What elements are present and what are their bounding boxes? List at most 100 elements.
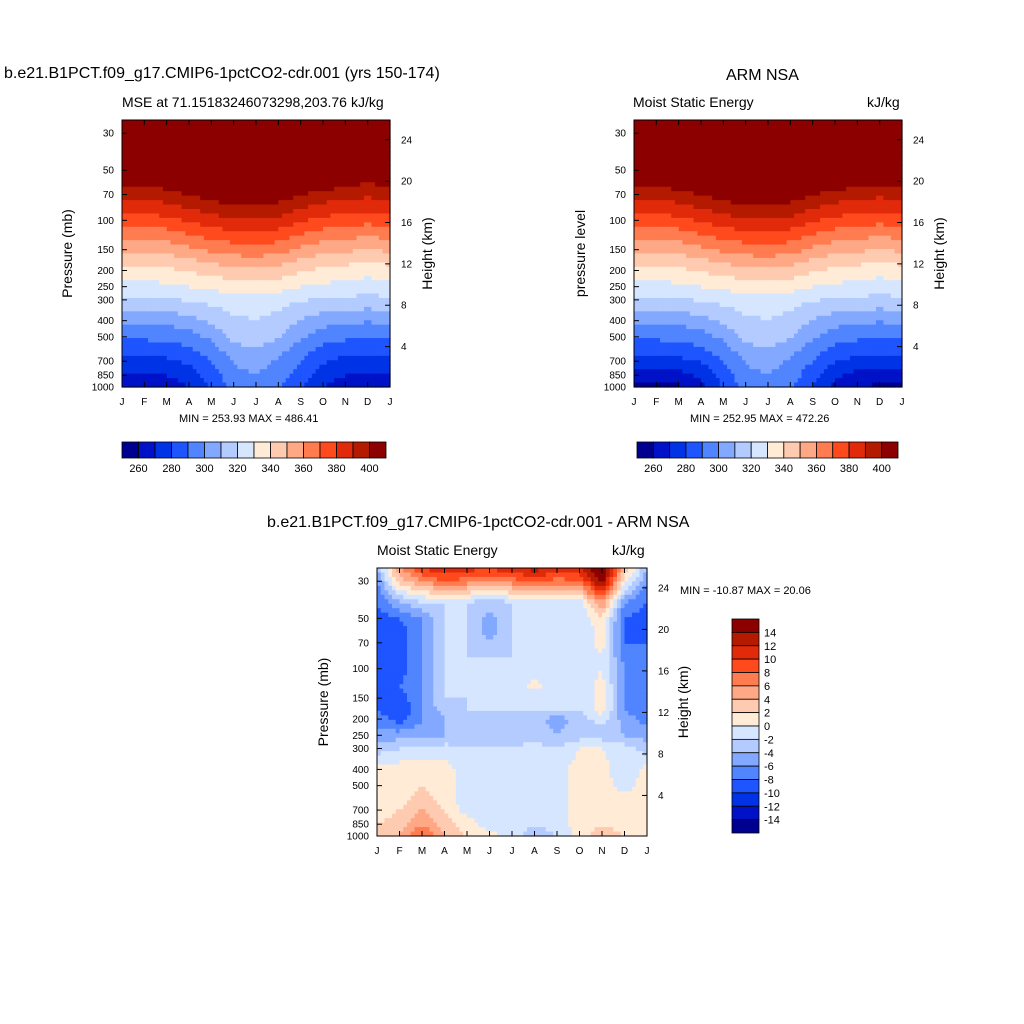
- panel1-cell: [136, 160, 142, 166]
- panel1-cell: [304, 320, 309, 326]
- panel1-cell: [151, 333, 157, 339]
- panel1-cell: [203, 155, 209, 161]
- panel1-cell: [345, 338, 350, 344]
- panel1-cell: [259, 302, 265, 308]
- panel1-cell: [200, 351, 205, 357]
- panel1-cell: [177, 217, 183, 223]
- panel1-cell: [170, 146, 175, 152]
- panel2-cell: [820, 128, 825, 134]
- panel1-cell: [237, 289, 242, 295]
- panel1-cell: [148, 173, 153, 179]
- panel1-cell: [278, 137, 283, 143]
- panel1-cell: [352, 284, 358, 290]
- panel1-cell: [360, 137, 365, 143]
- panel1-cell: [293, 324, 298, 330]
- panel1-cell: [386, 151, 391, 157]
- panel1-cell: [382, 226, 387, 232]
- panel1-cell: [192, 133, 198, 139]
- panel1-cell: [337, 333, 343, 339]
- panel2-cell: [689, 142, 695, 148]
- panel1-cell: [159, 271, 164, 277]
- panel1-cell: [352, 213, 358, 219]
- panel1-cell: [334, 222, 339, 228]
- panel1-cell: [215, 128, 220, 134]
- panel2-cell: [864, 142, 870, 148]
- panel1-cell: [319, 191, 324, 197]
- panel1-cell: [375, 253, 380, 259]
- panel1-cell: [196, 346, 201, 352]
- panel1-cell: [386, 266, 391, 272]
- panel2-cell: [835, 146, 840, 152]
- panel1-cell: [218, 182, 224, 188]
- panel1-cell: [159, 249, 164, 255]
- panel1-cell: [360, 204, 365, 210]
- panel1-cell: [278, 177, 283, 183]
- panel1-cell: [382, 342, 387, 348]
- panel1-cell: [274, 364, 279, 370]
- panel1-cell: [371, 173, 376, 179]
- panel1-cell: [125, 240, 131, 246]
- panel1-cell: [215, 142, 220, 148]
- panel1-cell: [315, 124, 320, 130]
- panel1-cell: [356, 217, 361, 223]
- panel1-cell: [207, 293, 212, 299]
- panel1-cell: [233, 311, 238, 317]
- panel1-cell: [203, 324, 209, 330]
- panel1-cell: [378, 195, 384, 201]
- panel1-cell: [334, 298, 339, 304]
- panel1-cell: [341, 173, 346, 179]
- panel1-cell: [345, 253, 350, 259]
- panel1-cell: [386, 360, 391, 366]
- panel1-cell: [360, 231, 365, 237]
- panel2-cell: [648, 124, 654, 130]
- panel1-cell: [259, 253, 265, 259]
- panel1-cell: [278, 284, 283, 290]
- panel1-cell: [341, 289, 346, 295]
- panel1-cell: [296, 200, 302, 206]
- panel2-cell: [652, 142, 657, 148]
- panel1-cell: [326, 133, 332, 139]
- panel1-cell: [233, 128, 238, 134]
- panel1-cell: [218, 257, 224, 263]
- panel2-cell: [730, 151, 736, 157]
- panel1-cell: [211, 271, 216, 277]
- panel1-cell: [311, 302, 317, 308]
- panel1-cell: [371, 346, 376, 352]
- panel2-cell: [674, 155, 680, 161]
- panel1-cell: [237, 373, 242, 379]
- panel1-cell: [140, 289, 145, 295]
- panel1-cell: [341, 128, 346, 134]
- panel1-cell: [304, 146, 309, 152]
- panel1-cell: [192, 373, 198, 379]
- panel1-cell: [349, 382, 354, 388]
- panel1-cell: [203, 253, 209, 259]
- panel1-cell: [203, 338, 209, 344]
- panel1-cell: [133, 275, 138, 281]
- panel1-cell: [326, 209, 332, 215]
- panel1-cell: [200, 204, 205, 210]
- panel2-cell: [704, 124, 710, 130]
- panel1-cell: [289, 306, 294, 312]
- panel1-cell: [196, 195, 201, 201]
- panel1-cell: [296, 320, 302, 326]
- panel1-cell: [345, 168, 350, 174]
- panel1-cell: [122, 173, 127, 179]
- panel1-cell: [259, 315, 265, 321]
- panel1-cell: [185, 271, 190, 277]
- panel1-cell: [315, 382, 320, 388]
- panel1-cell: [148, 177, 153, 183]
- panel1-cell: [170, 382, 175, 388]
- panel1-cell: [256, 364, 261, 370]
- panel2-cell: [663, 146, 669, 152]
- panel1-cell: [308, 217, 313, 223]
- panel1-cell: [311, 280, 317, 286]
- panel2-cell: [801, 146, 806, 152]
- panel1-cell: [203, 266, 209, 272]
- panel1-cell: [229, 186, 235, 192]
- panel1-cell: [263, 128, 268, 134]
- panel1-cell: [263, 186, 268, 192]
- panel1-cell: [278, 306, 283, 312]
- panel1-cell: [170, 164, 175, 170]
- panel1-cell: [315, 315, 320, 321]
- panel1-cell: [375, 275, 380, 281]
